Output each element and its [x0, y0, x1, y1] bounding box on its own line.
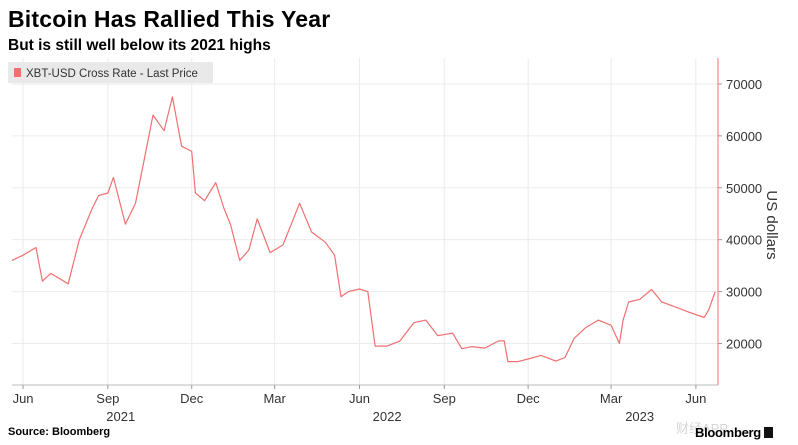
- x-tick-label: Jun: [13, 391, 34, 406]
- x-year-label: 2023: [625, 409, 654, 424]
- x-tick-label: Jun: [685, 391, 706, 406]
- chart-title: Bitcoin Has Rallied This Year: [8, 6, 331, 32]
- bloomberg-logo: Bloomberg: [695, 425, 773, 440]
- source-note: Source: Bloomberg: [8, 426, 111, 438]
- brand-name: Bloomberg: [695, 425, 761, 440]
- bloomberg-mark-icon: [763, 427, 773, 438]
- legend-swatch: [14, 68, 21, 77]
- chart-subtitle: But is still well below its 2021 highs: [8, 37, 271, 54]
- chart-grid: [12, 58, 718, 385]
- x-tick-label: Mar: [600, 391, 623, 406]
- x-tick-label: Dec: [517, 391, 541, 406]
- y-tick-label: 20000: [726, 336, 762, 351]
- x-tick-label: Mar: [263, 391, 286, 406]
- y-axis-label: US dollars: [763, 190, 780, 259]
- y-tick-label: 30000: [726, 285, 762, 300]
- x-year-label: 2022: [373, 409, 402, 424]
- y-tick-label: 70000: [726, 77, 762, 92]
- x-axis-ticks: Jun Sep Dec Mar Jun Sep Dec Mar Jun 2021 2022 2023: [13, 385, 706, 424]
- price-line: [11, 96, 716, 363]
- watermark-text: 财经APP: [676, 421, 729, 436]
- x-tick-label: Sep: [96, 391, 119, 406]
- y-tick-label: 50000: [726, 181, 762, 196]
- y-tick-label: 40000: [726, 233, 762, 248]
- x-tick-label: Sep: [433, 391, 456, 406]
- x-tick-label: Dec: [180, 391, 204, 406]
- y-tick-label: 60000: [726, 129, 762, 144]
- legend-label: XBT-USD Cross Rate - Last Price: [26, 68, 198, 80]
- legend: XBT-USD Cross Rate - Last Price: [8, 62, 213, 83]
- legend-background: [8, 62, 213, 83]
- x-year-label: 2021: [106, 409, 135, 424]
- x-tick-label: Jun: [349, 391, 370, 406]
- y-axis-ticks: 20000 30000 40000 50000 60000 70000: [718, 77, 762, 351]
